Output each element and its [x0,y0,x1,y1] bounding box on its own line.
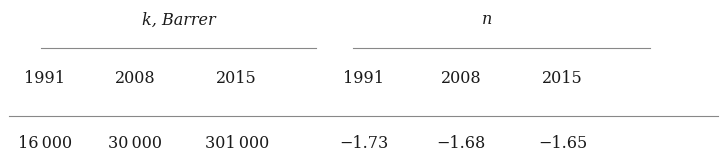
Text: −1.65: −1.65 [538,135,587,152]
Text: 2008: 2008 [441,70,481,87]
Text: 2008: 2008 [115,70,156,87]
Text: 301 000: 301 000 [204,135,269,152]
Text: 1991: 1991 [343,70,384,87]
Text: 16 000: 16 000 [17,135,72,152]
Text: n: n [481,11,491,28]
Text: −1.68: −1.68 [437,135,486,152]
Text: −1.73: −1.73 [339,135,388,152]
Text: 2015: 2015 [217,70,257,87]
Text: k, Barrer: k, Barrer [142,11,216,28]
Text: 1991: 1991 [24,70,65,87]
Text: 30 000: 30 000 [108,135,162,152]
Text: 2015: 2015 [542,70,583,87]
